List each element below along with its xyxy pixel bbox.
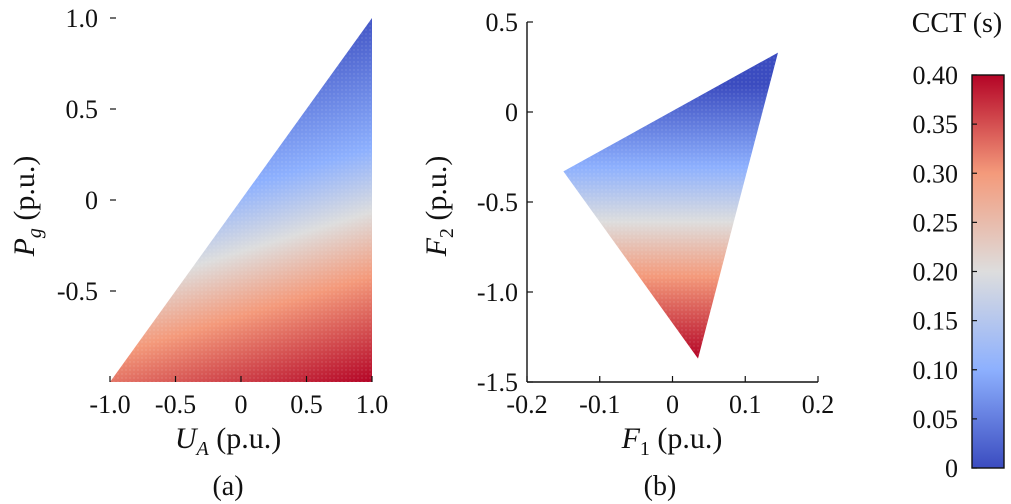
panel-a-x-tick-label: 0.5 — [290, 390, 323, 419]
panel-a-x-tick-label: 0 — [235, 390, 248, 419]
colorbar-tick-label: 0.20 — [913, 258, 959, 287]
colorbar-tick-label: 0.30 — [913, 159, 959, 188]
panel-a-y-tick-label: 0.5 — [66, 95, 99, 124]
panel-a-x-axis-label: UA (p.u.) — [175, 422, 281, 460]
colorbar-tick-label: 0.05 — [913, 405, 959, 434]
panel-b-y-tick-label: -1.5 — [477, 368, 518, 397]
colorbar-tick-label: 0.15 — [913, 307, 959, 336]
panel-a-x-tick-label: -0.5 — [155, 390, 196, 419]
panel-a-y-tick-label: 1.0 — [66, 4, 99, 33]
panel-a-y-axis-label: Pg (p.u.) — [8, 156, 46, 258]
panel-b-x-tick-label: 0.1 — [729, 390, 762, 419]
panel-a: -1.0 -0.5 0 0.5 1.0 1.0 0.5 0 -0.5 UA (p.u.) Pg … — [8, 4, 388, 502]
colorbar-scale — [971, 74, 1005, 469]
panel-b: -0.2 -0.1 0 0.1 0.2 0.5 0 -0.5 -1.0 -1.5 F1 (p.u.… — [420, 8, 834, 502]
panel-b-x-tick-label: -0.2 — [506, 390, 547, 419]
panel-b-y-tick-label: 0 — [505, 98, 518, 127]
panel-b-y-axis-label: F2 (p.u.) — [420, 156, 458, 258]
panel-b-y-tick-label: 0.5 — [486, 8, 519, 37]
colorbar-tick-label: 0.25 — [913, 208, 959, 237]
panel-a-heatmap — [110, 18, 372, 382]
panel-b-x-axis-label: F1 (p.u.) — [621, 422, 723, 460]
panel-b-axes: -0.2 -0.1 0 0.1 0.2 0.5 0 -0.5 -1.0 -1.5 — [477, 8, 834, 419]
colorbar-tick-label: 0 — [945, 454, 958, 483]
panel-b-x-tick-label: 0.2 — [802, 390, 835, 419]
panel-b-x-tick-label: -0.1 — [579, 390, 620, 419]
panel-a-texture — [110, 18, 372, 382]
panel-a-y-tick-label: 0 — [85, 186, 98, 215]
panel-b-texture — [563, 52, 778, 359]
panel-a-x-tick-label: 1.0 — [356, 390, 389, 419]
panel-a-axes: -1.0 -0.5 0 0.5 1.0 1.0 0.5 0 -0.5 — [57, 4, 388, 419]
colorbar-title: CCT (s) — [912, 8, 1003, 39]
panel-a-y-tick-label: -0.5 — [57, 277, 98, 306]
panel-b-x-tick-label: 0 — [666, 390, 679, 419]
panel-a-x-tick-label: -1.0 — [89, 390, 130, 419]
panel-b-y-tick-label: -0.5 — [477, 188, 518, 217]
colorbar: CCT (s) 0.40 0.35 0.30 0.25 0.20 0.15 0.10 0.05… — [912, 8, 1005, 483]
colorbar-body: 0.40 0.35 0.30 0.25 0.20 0.15 0.10 0.05 0 — [913, 61, 1005, 483]
panel-b-caption: (b) — [644, 471, 677, 502]
panel-b-y-tick-label: -1.0 — [477, 278, 518, 307]
colorbar-tick-label: 0.35 — [913, 110, 959, 139]
panel-b-heatmap — [563, 52, 778, 359]
panel-a-caption: (a) — [212, 471, 243, 502]
colorbar-tick-label: 0.40 — [913, 61, 959, 90]
colorbar-tick-label: 0.10 — [913, 356, 959, 385]
